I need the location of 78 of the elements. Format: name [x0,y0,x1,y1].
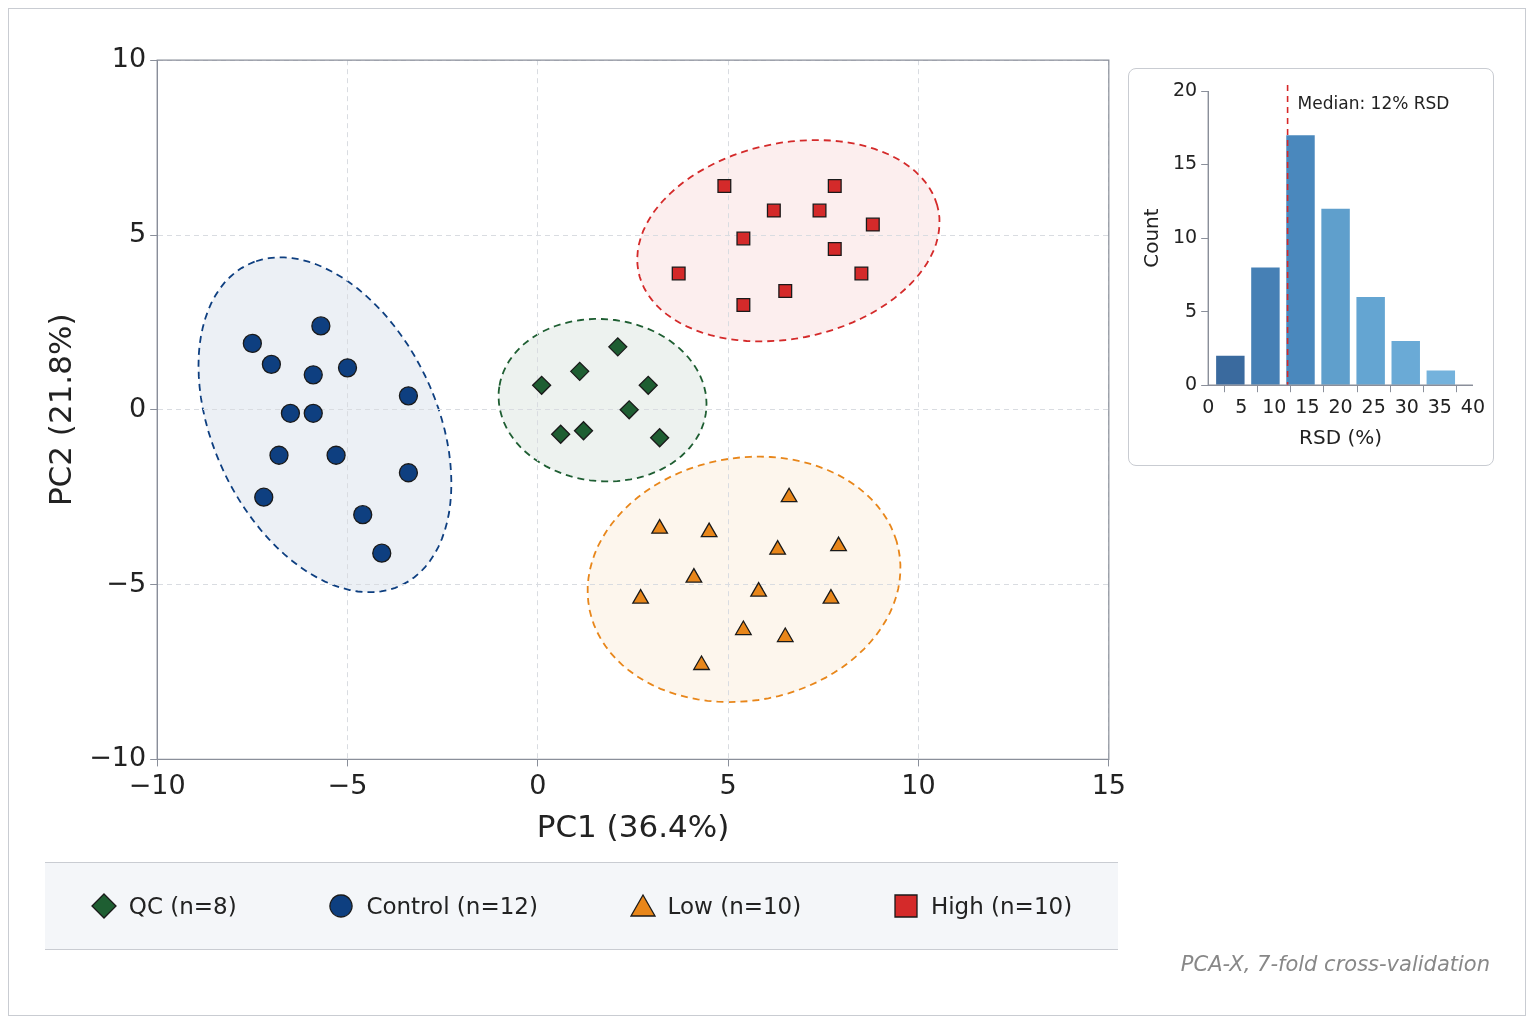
point [778,283,793,298]
y-tick-label: 10 [111,42,147,74]
y-axis-title: PC2 (21.8%) [41,313,78,507]
point [830,536,847,552]
point [398,386,419,406]
x-tick-label: 10 [1262,394,1287,417]
point [671,266,686,281]
point [700,522,718,538]
point [685,567,703,583]
point [303,403,323,423]
point [254,487,274,507]
x-tick-label: 30 [1394,394,1419,417]
point [531,375,552,395]
x-tick-label: −5 [327,768,368,800]
point [311,316,331,336]
point [734,620,752,636]
point [769,539,787,555]
point [269,445,289,465]
x-axis-title: PC1 (36.4%) [536,808,730,845]
point [398,463,419,483]
y-tick-label: −5 [106,566,147,598]
legend-label: Control (n=12) [366,893,538,919]
point [780,487,798,503]
x-tick-label: 15 [1295,394,1320,417]
point [812,203,827,218]
point [326,445,346,465]
point [261,354,282,374]
y-tick-label: 10 [1172,225,1198,248]
point [854,266,869,281]
x-tick-label: 0 [1202,394,1215,417]
x-tick-label: 5 [719,768,737,800]
point [717,179,732,194]
point [337,358,358,378]
point [736,297,751,312]
y-tick-label: 0 [1185,372,1198,395]
point [822,588,840,604]
point [608,337,628,357]
point [372,543,392,563]
x-tick-label: 0 [529,768,547,800]
point [638,375,658,395]
point [570,361,590,381]
x-tick-label: 40 [1460,394,1486,417]
point [573,421,594,441]
point [632,588,650,604]
point [651,519,669,534]
ref-line-label: Median: 12% RSD [1297,93,1450,114]
legend-label: QC (n=8) [128,893,237,919]
y-tick-label: 15 [1172,151,1198,174]
point [776,627,794,643]
point [280,403,301,423]
point [827,179,842,194]
y-tick-label: −10 [89,741,147,773]
y-tick-label: 20 [1172,77,1198,100]
legend-label: Low (n=10) [667,893,802,919]
point [650,428,670,448]
point [551,424,571,444]
point [865,217,880,232]
x-tick-label: 10 [901,768,936,800]
point [242,333,262,354]
x-tick-label: 15 [1091,768,1126,800]
point [766,203,781,218]
y-tick-label: 5 [128,217,147,249]
x-tick-label: 5 [1235,394,1248,417]
x-axis-title: RSD (%) [1299,425,1383,450]
x-tick-label: 35 [1427,394,1452,417]
legend-label: High (n=10) [930,893,1073,919]
text: PCA-X, 7-fold cross-validation [1180,952,1490,976]
x-tick-label: 20 [1328,394,1353,417]
y-axis-title: Count [1139,208,1164,268]
point [353,505,373,525]
point [693,655,710,671]
point [736,231,751,246]
x-tick-label: 25 [1361,394,1386,417]
point [619,400,639,420]
point [827,241,842,256]
y-tick-label: 5 [1185,298,1198,321]
point [750,581,768,597]
point [303,365,323,385]
